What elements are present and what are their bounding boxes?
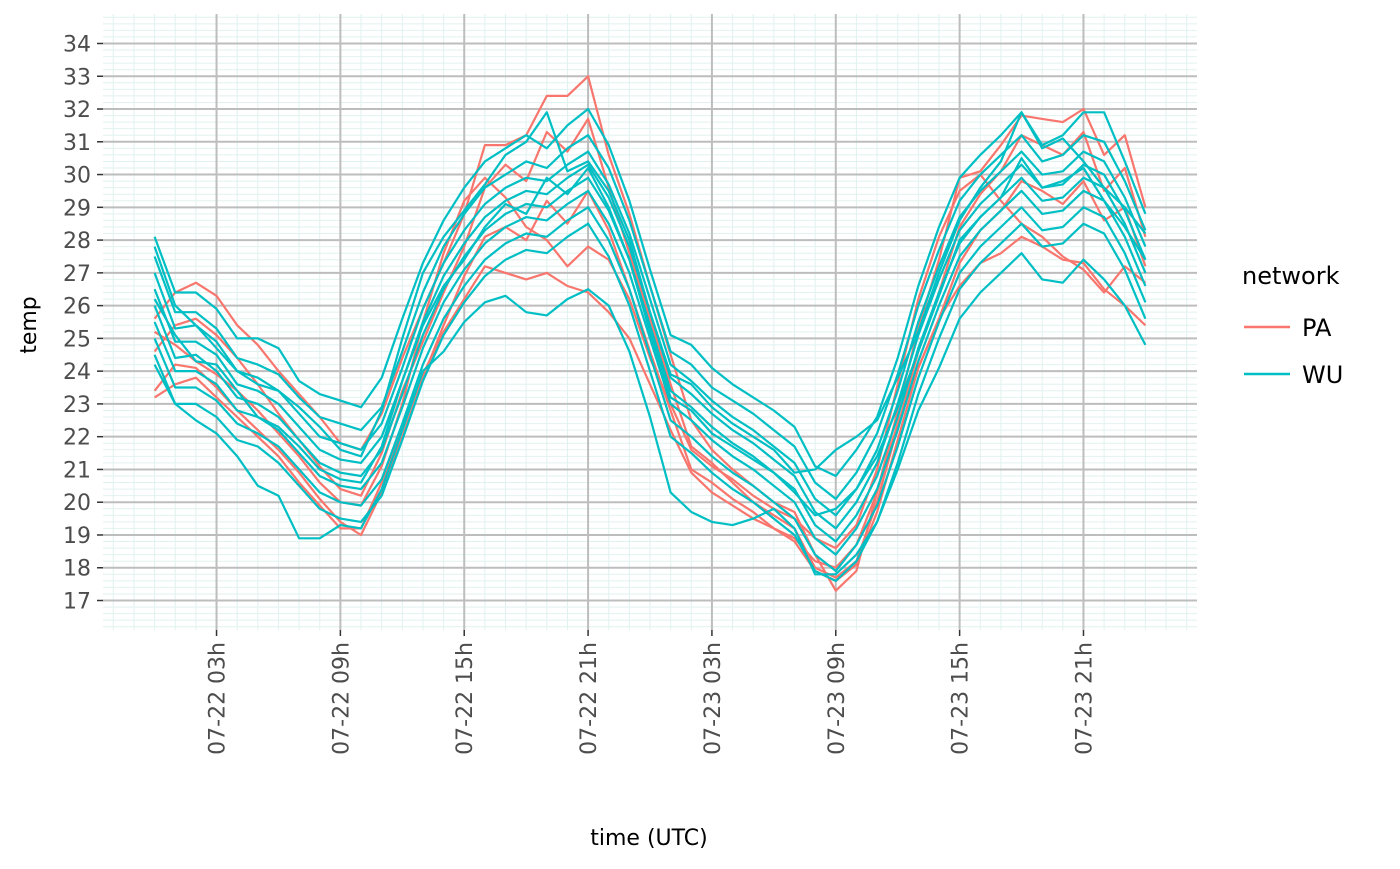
y-tick-label: 27	[63, 262, 91, 287]
x-tick-label: 07-22 15h	[453, 642, 478, 755]
y-axis-ticks: 17 18 19 20 21 22 23 24 25 26 27 28 29 30 31 32 33 34	[63, 32, 103, 615]
series-line-wu	[153, 107, 1147, 478]
series-line-pa	[153, 117, 1147, 579]
series-line-wu	[153, 157, 1147, 517]
x-axis-ticks: 07-22 03h 07-22 09h 07-22 15h 07-22 21h 07-2…	[206, 630, 1097, 755]
y-tick-label: 31	[63, 131, 91, 156]
series-line-wu	[153, 150, 1147, 517]
y-tick-label: 29	[63, 196, 91, 221]
y-tick-label: 30	[63, 164, 91, 189]
y-tick-label: 17	[63, 590, 91, 615]
y-axis-title: temp	[17, 296, 42, 354]
series-line-wu	[153, 111, 1147, 474]
x-tick-label: 07-22 03h	[206, 642, 231, 755]
y-tick-label: 24	[63, 360, 91, 385]
x-tick-label: 07-23 09h	[825, 642, 850, 755]
y-tick-label: 32	[63, 98, 91, 123]
legend-label-pa: PA	[1302, 314, 1332, 342]
x-tick-label: 07-22 09h	[329, 642, 354, 755]
series-line-wu	[153, 206, 1147, 573]
series-line-wu	[153, 134, 1147, 500]
series-lines	[153, 75, 1147, 592]
x-tick-label: 07-23 15h	[949, 642, 974, 755]
y-tick-label: 26	[63, 295, 91, 320]
y-tick-label: 28	[63, 229, 91, 254]
y-tick-label: 18	[63, 557, 91, 582]
y-tick-label: 19	[63, 524, 91, 549]
legend-label-wu: WU	[1302, 361, 1343, 389]
x-tick-label: 07-23 03h	[701, 642, 726, 755]
y-tick-label: 22	[63, 426, 91, 451]
x-axis-title: time (UTC)	[590, 826, 707, 851]
y-tick-label: 21	[63, 458, 91, 483]
series-line-wu	[153, 222, 1147, 582]
y-tick-label: 23	[63, 393, 91, 418]
y-tick-label: 33	[63, 65, 91, 90]
y-tick-label: 34	[63, 32, 91, 57]
series-line-wu	[153, 189, 1147, 556]
legend-title: network	[1242, 262, 1340, 290]
series-line-wu	[153, 252, 1147, 576]
legend: network PA WU	[1242, 262, 1343, 389]
x-tick-label: 07-22 21h	[577, 642, 602, 755]
y-tick-label: 25	[63, 327, 91, 352]
x-tick-label: 07-23 21h	[1072, 642, 1097, 755]
y-tick-label: 20	[63, 491, 91, 516]
